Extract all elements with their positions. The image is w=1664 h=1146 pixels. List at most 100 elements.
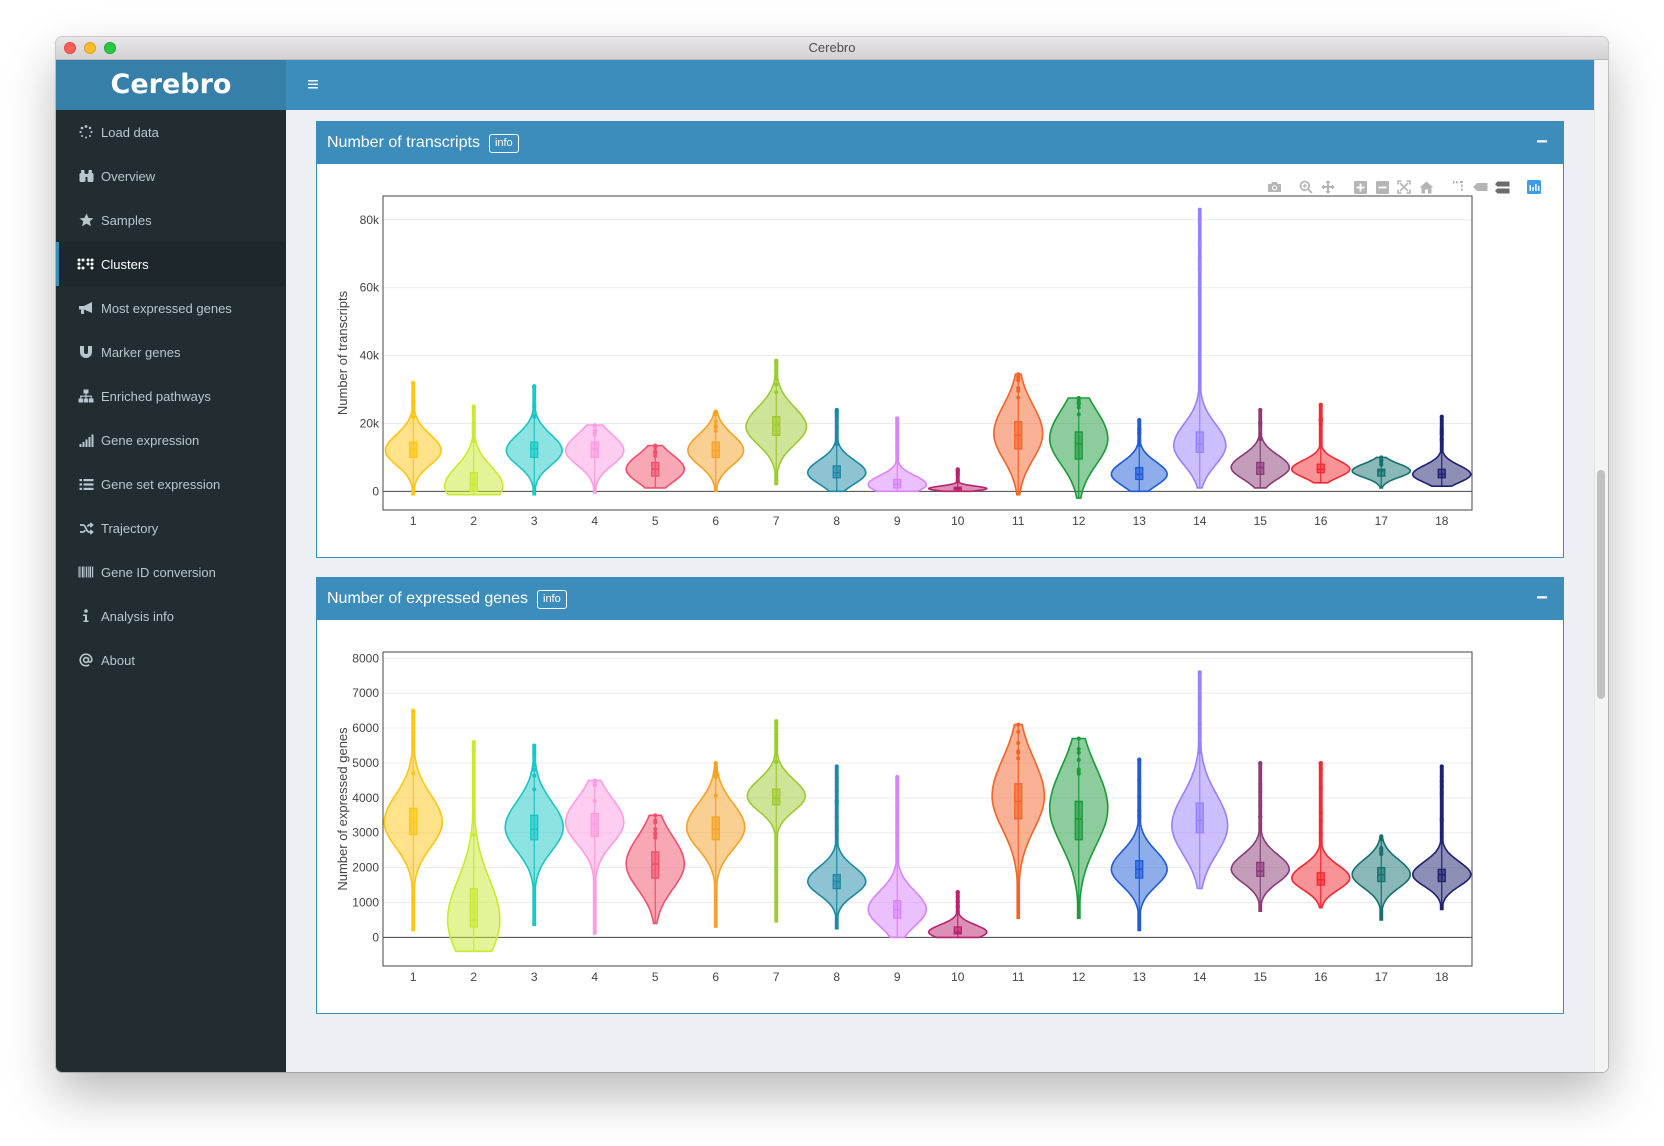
violin-point <box>592 432 597 437</box>
violin-6 <box>687 409 745 493</box>
violin-point <box>1076 750 1081 755</box>
violin-point <box>955 890 960 895</box>
violin-point <box>713 425 718 430</box>
close-window-button[interactable] <box>64 42 76 54</box>
violin-10 <box>927 890 988 939</box>
violin-point <box>1137 757 1142 762</box>
violin-point <box>1439 427 1444 432</box>
violin-point <box>1379 834 1384 839</box>
sidebar-toggle-button[interactable]: ≡ <box>307 74 319 96</box>
info-button[interactable]: info <box>488 133 519 153</box>
sidebar-item-trajectory[interactable]: Trajectory <box>56 506 286 550</box>
violin-point <box>834 414 839 419</box>
violin-9 <box>867 416 927 493</box>
zoom-icon[interactable] <box>1295 178 1317 196</box>
collapse-button[interactable]: − <box>1536 131 1548 153</box>
sidebar-item-gene-expression[interactable]: Gene expression <box>56 418 286 462</box>
page-scrollbar-thumb[interactable] <box>1597 470 1605 699</box>
violin-point <box>774 747 779 752</box>
binoculars-icon <box>75 169 97 183</box>
plotly-logo-icon[interactable] <box>1523 178 1545 196</box>
violin-point <box>653 813 658 818</box>
reset-axes-icon[interactable] <box>1415 178 1437 196</box>
violin-18 <box>1411 764 1472 911</box>
violin-point <box>592 428 597 433</box>
violin-point <box>774 732 779 737</box>
x-tick-label: 4 <box>591 970 598 984</box>
violin-point <box>1318 402 1323 407</box>
sidebar-item-gene-set-expression[interactable]: Gene set expression <box>56 462 286 506</box>
violin-point <box>1197 260 1202 265</box>
sidebar-item-enriched-pathways[interactable]: Enriched pathways <box>56 374 286 418</box>
minimize-window-button[interactable] <box>84 42 96 54</box>
camera-icon[interactable] <box>1263 178 1285 196</box>
app-logo[interactable]: Cerebro <box>56 60 286 110</box>
violin-point <box>471 411 476 416</box>
hover-compare-icon[interactable] <box>1491 178 1513 196</box>
expressed-genes-violin-plot[interactable]: 0 1000 2000 3000 4000 5000 6000 7000 8000 Number … <box>317 620 1563 1012</box>
spike-lines-icon[interactable] <box>1447 178 1469 196</box>
violin-14 <box>1171 670 1229 890</box>
sidebar-item-gene-id-conversion[interactable]: Gene ID conversion <box>56 550 286 594</box>
sidebar-item-about[interactable]: About <box>56 638 286 682</box>
sidebar-item-clusters[interactable]: Clusters <box>56 242 286 286</box>
violin-17 <box>1351 834 1412 921</box>
autoscale-icon[interactable] <box>1393 178 1415 196</box>
sidebar-item-label: Analysis info <box>101 608 174 624</box>
violin-point <box>713 428 718 433</box>
violin-point <box>1137 808 1142 813</box>
violin-point <box>774 374 779 379</box>
sidebar-item-label: Gene ID conversion <box>101 564 216 580</box>
violin-point <box>1076 405 1081 410</box>
x-tick-label: 7 <box>773 514 780 528</box>
violin-point <box>1258 435 1263 440</box>
violin-point <box>411 414 416 419</box>
x-tick-label: 12 <box>1072 514 1086 528</box>
violin-point <box>471 832 476 837</box>
info-button[interactable]: info <box>537 589 567 609</box>
violin-point <box>1016 729 1021 734</box>
sidebar-item-label: Trajectory <box>101 520 159 536</box>
violin-point <box>955 467 960 472</box>
violin-12 <box>1048 736 1109 919</box>
pan-icon[interactable] <box>1317 178 1339 196</box>
violin-point <box>1318 760 1323 765</box>
sidebar-item-samples[interactable]: Samples <box>56 198 286 242</box>
x-tick-label: 10 <box>951 970 965 984</box>
violin-point <box>955 894 960 899</box>
sidebar-item-load-data[interactable]: Load data <box>56 110 286 154</box>
sidebar-item-overview[interactable]: Overview <box>56 154 286 198</box>
zoom-window-button[interactable] <box>104 42 116 54</box>
violin-point <box>471 427 476 432</box>
violin-point <box>1016 722 1021 727</box>
random-icon <box>75 521 97 535</box>
violin-point <box>1439 431 1444 436</box>
violin-point <box>1016 378 1021 383</box>
violin-point <box>1197 241 1202 246</box>
collapse-button[interactable]: − <box>1536 587 1548 609</box>
violin-point <box>834 442 839 447</box>
violin-point <box>955 904 960 909</box>
sidebar-item-marker-genes[interactable]: Marker genes <box>56 330 286 374</box>
violin-18 <box>1411 414 1472 487</box>
x-tick-label: 5 <box>652 970 659 984</box>
plot-frame <box>382 651 1473 967</box>
sidebar-item-analysis-info[interactable]: Analysis info <box>56 594 286 638</box>
sidebar-item-most-expressed-genes[interactable]: Most expressed genes <box>56 286 286 330</box>
violin-13 <box>1110 418 1168 493</box>
violin-point <box>1258 790 1263 795</box>
zoom-in-icon[interactable] <box>1349 178 1371 196</box>
x-tick-label: 17 <box>1375 970 1389 984</box>
hover-closest-icon[interactable] <box>1469 178 1491 196</box>
zoom-out-icon[interactable] <box>1371 178 1393 196</box>
violin-point <box>1318 417 1323 422</box>
x-tick-label: 2 <box>470 970 477 984</box>
violin-point <box>1016 395 1021 400</box>
bullhorn-icon <box>75 301 97 315</box>
violin-point <box>1137 794 1142 799</box>
violin-point <box>1016 756 1021 761</box>
x-tick-label: 14 <box>1193 514 1207 528</box>
violin-11 <box>993 372 1044 496</box>
sidebar: Load data Overview Samples Clusters Most… <box>56 110 286 1072</box>
